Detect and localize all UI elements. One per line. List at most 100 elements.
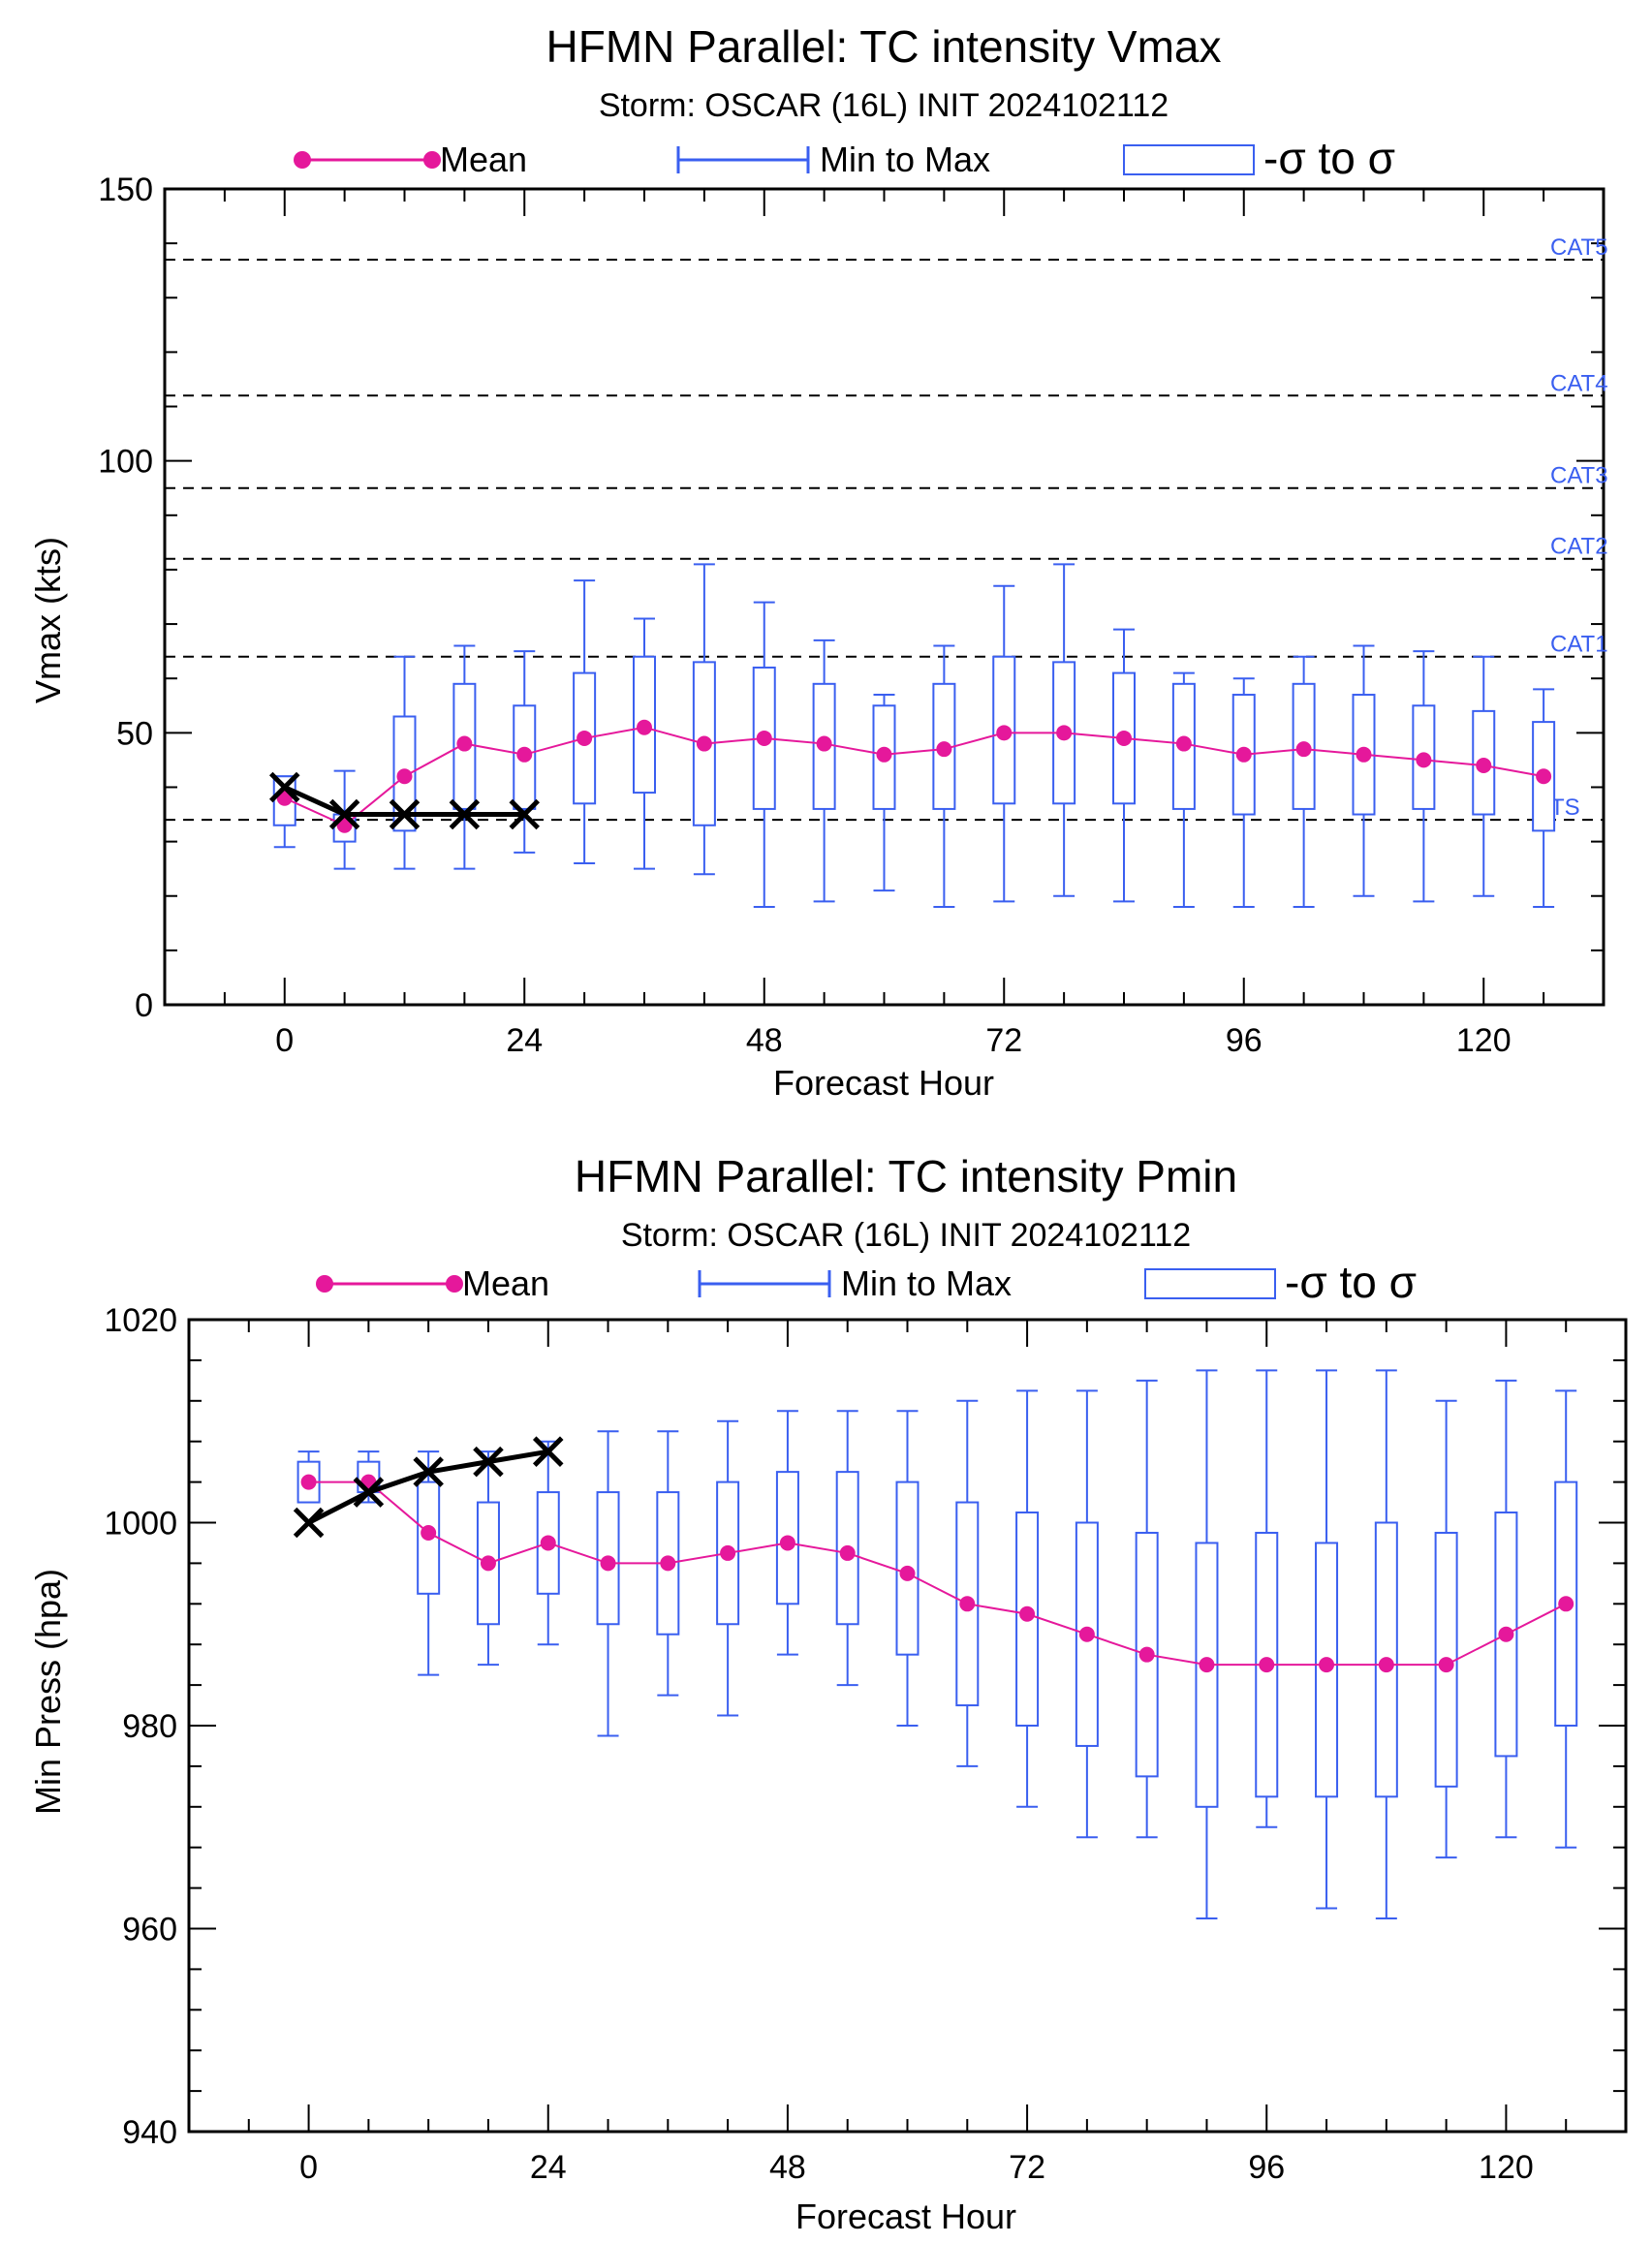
mean-point	[456, 735, 473, 752]
y-tick-label: 100	[98, 444, 153, 481]
mean-point	[1175, 735, 1192, 752]
mean-point	[396, 768, 413, 785]
legend-minmax-label: Min to Max	[841, 1263, 1012, 1303]
mean-point	[1138, 1646, 1155, 1663]
observed-marker	[532, 1436, 564, 1467]
y-axis-label: Min Press (hpa)	[28, 1569, 68, 1815]
observed-marker	[389, 798, 421, 830]
vmax-chart: HFMN Parallel: TC intensity Vmax Storm: …	[28, 21, 1608, 1103]
legend-sigma-box	[1144, 1268, 1276, 1299]
x-tick-label: 72	[985, 1022, 1022, 1059]
y-tick-label: 980	[122, 1708, 177, 1745]
legend-sigma-label: -σ to σ	[1285, 1257, 1417, 1307]
legend-mean-dot	[294, 151, 311, 169]
mean-point	[899, 1565, 916, 1581]
y-tick-label: 1000	[104, 1506, 177, 1543]
mean-point	[1319, 1657, 1335, 1673]
y-tick-label: 960	[122, 1912, 177, 1948]
observed-marker	[293, 1507, 325, 1539]
observed-marker	[509, 798, 541, 830]
sigma-box	[1195, 1542, 1219, 1808]
legend-mean-dot	[446, 1275, 463, 1293]
mean-point	[1235, 746, 1252, 763]
legend-minmax-label: Min to Max	[820, 140, 990, 179]
mean-point	[421, 1524, 437, 1541]
y-tick-label: 940	[122, 2114, 177, 2151]
mean-point	[720, 1544, 736, 1561]
y-tick-label: 1020	[104, 1302, 177, 1339]
x-tick-label: 120	[1479, 2149, 1534, 2186]
y-tick-label: 50	[116, 715, 153, 752]
mean-point	[637, 719, 652, 735]
y-tick-label: 0	[135, 987, 153, 1024]
x-tick-label: 72	[1009, 2149, 1045, 2186]
y-axis-label: Vmax (kts)	[28, 537, 68, 703]
x-tick-label: 48	[746, 1022, 783, 1059]
x-tick-label: 24	[530, 2149, 567, 2186]
observed-marker	[449, 798, 481, 830]
mean-point	[696, 735, 712, 752]
mean-point	[996, 725, 1013, 741]
mean-point	[1056, 725, 1073, 741]
legend-mean-dot	[423, 151, 441, 169]
x-axis-label: Forecast Hour	[795, 2197, 1016, 2236]
observed-marker	[353, 1477, 385, 1508]
x-tick-label: 0	[275, 1022, 294, 1059]
mean-point	[1199, 1657, 1215, 1673]
reference-label: CAT5	[1550, 234, 1608, 261]
legend-sigma-label: -σ to σ	[1263, 133, 1395, 183]
chart-subtitle: Storm: OSCAR (16L) INIT 2024102112	[599, 87, 1169, 124]
observed-marker	[268, 771, 300, 803]
mean-point	[1476, 758, 1492, 774]
observed-marker	[328, 798, 360, 830]
mean-point	[779, 1535, 795, 1551]
mean-point	[959, 1596, 976, 1612]
reference-label: CAT3	[1550, 463, 1608, 489]
x-tick-label: 48	[769, 2149, 806, 2186]
chart-subtitle: Storm: OSCAR (16L) INIT 2024102112	[621, 1217, 1191, 1254]
legend-sigma-box	[1123, 144, 1255, 175]
y-tick-label: 150	[98, 171, 153, 208]
mean-point	[300, 1474, 317, 1490]
mean-point	[1019, 1605, 1036, 1622]
chart-title: HFMN Parallel: TC intensity Pmin	[575, 1151, 1237, 1201]
observed-marker	[413, 1456, 444, 1487]
mean-point	[480, 1555, 496, 1572]
x-tick-label: 120	[1456, 1022, 1512, 1059]
pmin-chart: HFMN Parallel: TC intensity Pmin Storm: …	[28, 1151, 1628, 2236]
mean-point	[1378, 1657, 1394, 1673]
x-tick-label: 24	[506, 1022, 543, 1059]
reference-label: CAT2	[1550, 534, 1608, 560]
chart-legend: Mean Min to Max -σ to σ	[316, 1257, 1417, 1307]
mean-point	[936, 741, 952, 758]
mean-point	[600, 1555, 616, 1572]
chart-title: HFMN Parallel: TC intensity Vmax	[546, 21, 1222, 72]
mean-point	[1259, 1657, 1275, 1673]
legend-mean-label: Mean	[462, 1263, 549, 1303]
mean-line	[284, 726, 1544, 826]
mean-point	[1536, 768, 1552, 785]
mean-point	[1498, 1626, 1514, 1642]
x-tick-label: 0	[299, 2149, 318, 2186]
plot-area: 940 960 980 1000 1020 0 24 48 72 96 120	[104, 1302, 1628, 2186]
mean-point	[756, 730, 772, 746]
mean-line	[308, 1480, 1567, 1667]
x-axis-label: Forecast Hour	[773, 1063, 994, 1103]
legend-mean-dot	[316, 1275, 333, 1293]
mean-point	[1438, 1657, 1454, 1673]
x-tick-label: 96	[1226, 1022, 1262, 1059]
mean-point	[1295, 741, 1312, 758]
chart-legend: Mean Min to Max -σ to σ	[294, 133, 1395, 183]
mean-point	[839, 1544, 856, 1561]
mean-point	[1356, 746, 1372, 763]
mean-point	[577, 730, 593, 746]
mean-point	[516, 746, 533, 763]
observed-marker	[473, 1446, 504, 1478]
mean-point	[1558, 1596, 1574, 1612]
legend-mean-label: Mean	[440, 140, 527, 179]
mean-point	[876, 746, 892, 763]
mean-point	[1116, 730, 1132, 746]
mean-point	[816, 735, 832, 752]
mean-point	[1078, 1626, 1095, 1642]
